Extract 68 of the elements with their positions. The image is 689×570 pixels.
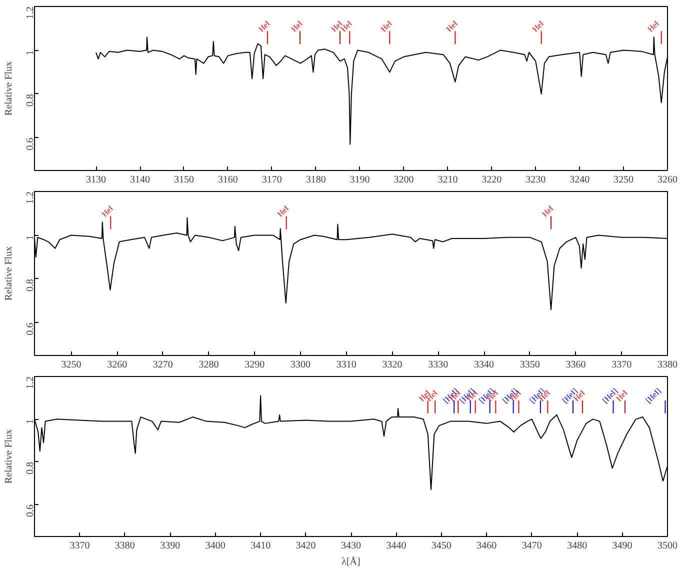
x-tick-label: 3270: [152, 360, 173, 370]
x-tick-label: 3220: [482, 174, 502, 186]
ref-line-label: HeI: [379, 18, 394, 34]
y-tick-label: 0.8: [25, 94, 36, 106]
y-tick-label: 1: [25, 50, 36, 56]
x-tick-label: 3240: [570, 174, 590, 186]
x-tick-label: 3290: [244, 360, 265, 370]
y-axis-title: Relative Flux: [4, 61, 14, 116]
y-tick-label: 0.6: [25, 504, 36, 517]
x-tick-label: 3130: [86, 174, 106, 186]
x-tick-label: 3500: [658, 540, 678, 552]
y-axis-title: Relative Flux: [4, 429, 14, 484]
y-tick-label: 1.2: [25, 192, 36, 204]
x-tick-label: 3160: [218, 174, 238, 186]
x-tick-label: 3180: [306, 174, 326, 186]
x-tick-label: 3370: [70, 540, 90, 552]
x-tick-label: 3310: [336, 360, 356, 370]
x-tick-label: 3280: [198, 360, 219, 370]
x-tick-label: 3350: [520, 360, 540, 370]
ref-line-label: HeI: [339, 18, 354, 34]
x-tick-label: 3400: [205, 540, 226, 552]
x-tick-label: 3190: [350, 174, 370, 186]
y-tick-label: 1.2: [25, 6, 36, 19]
ref-line-label: HeI: [276, 204, 291, 219]
ref-line-label: HeI: [540, 204, 556, 219]
y-tick-label: 1: [25, 235, 36, 240]
x-tick-label: 3380: [114, 540, 135, 552]
y-tick-label: 1: [25, 419, 36, 424]
y-tick-label: 0.6: [25, 322, 36, 336]
x-tick-label: 3150: [174, 174, 194, 186]
x-tick-label: 3370: [612, 360, 632, 370]
y-tick-label: 0.6: [25, 138, 36, 150]
x-tick-label: 3200: [394, 174, 414, 186]
x-tick-label: 3230: [526, 174, 546, 186]
ref-line-label: HeI: [646, 18, 661, 34]
x-tick-label: 3260: [107, 360, 128, 370]
x-tick-label: 3390: [160, 540, 180, 552]
x-tick-label: 3420: [296, 540, 316, 552]
x-tick-label: 3210: [438, 174, 458, 186]
x-tick-label: 3410: [250, 540, 271, 552]
x-tick-label: 3250: [61, 360, 82, 370]
x-tick-label: 3330: [428, 360, 448, 370]
x-tick-label: 3260: [658, 174, 678, 186]
y-tick-label: 1.2: [25, 376, 36, 389]
x-tick-label: 3430: [341, 540, 361, 552]
ref-line-label: HeI: [444, 18, 460, 34]
x-tick-label: 3450: [431, 540, 452, 552]
x-tick-label: 3170: [262, 174, 282, 186]
ref-line-label: HeI: [256, 18, 272, 34]
x-tick-label: 3440: [386, 540, 406, 552]
ref-line-label: HeI: [289, 18, 304, 34]
x-tick-label: 3490: [612, 540, 632, 552]
x-tick-label: 3250: [614, 174, 634, 186]
x-tick-label: 3360: [566, 360, 586, 370]
x-tick-label: 3300: [290, 360, 311, 370]
x-tick-label: 3140: [130, 174, 150, 186]
x-axis-title: λ[Å]: [342, 556, 360, 568]
x-tick-label: 3480: [567, 540, 588, 552]
y-tick-label: 0.8: [25, 462, 36, 474]
x-tick-label: 3460: [476, 540, 497, 552]
ref-line-label: HeI: [100, 204, 116, 219]
x-tick-label: 3470: [522, 540, 542, 552]
y-tick-label: 0.8: [25, 278, 36, 292]
x-tick-label: 3340: [474, 360, 494, 370]
y-axis-title: Relative Flux: [4, 246, 14, 301]
x-tick-label: 3380: [658, 360, 678, 370]
x-tick-label: 3320: [382, 360, 402, 370]
ref-line-label: HeI: [530, 18, 546, 34]
